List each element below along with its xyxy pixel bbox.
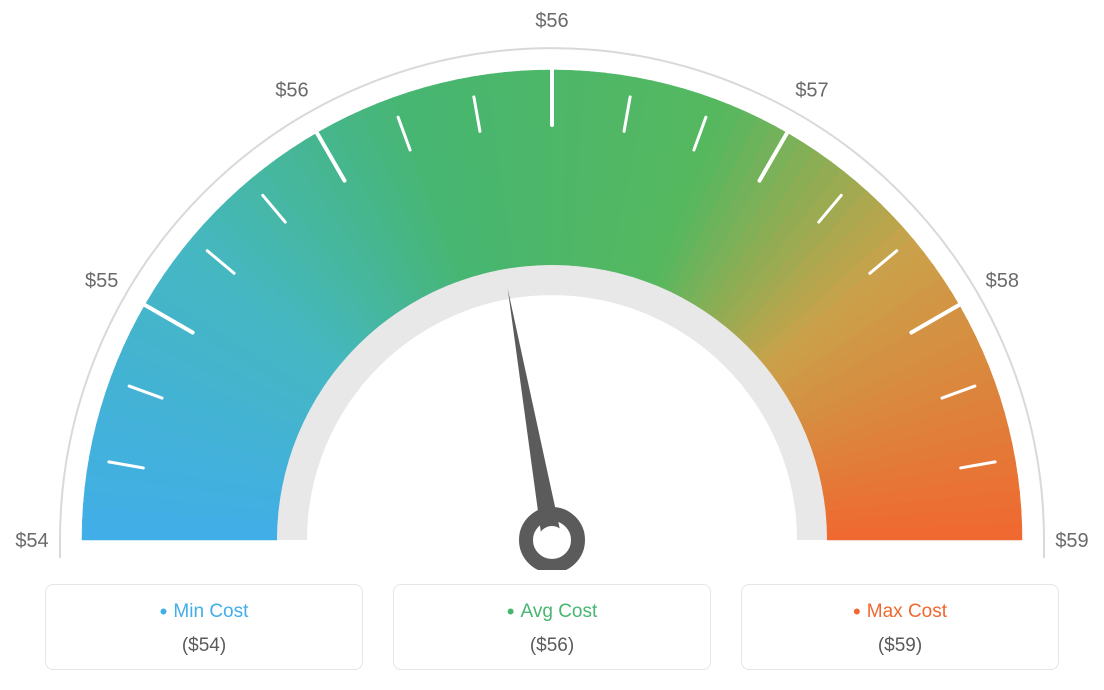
legend-min-label: Min Cost [56,599,352,625]
legend-max-value: ($59) [752,635,1048,657]
legend-max-label: Max Cost [752,599,1048,625]
gauge-chart: $54 $55 $56 $56 $57 $58 $59 [0,0,1104,570]
legend-min-value: ($54) [56,635,352,657]
gauge-tick-label: $57 [795,80,828,102]
gauge-color-arc [82,70,1022,540]
gauge-needle [508,289,562,542]
gauge-tick-label: $54 [15,530,48,552]
gauge-tick-label: $55 [85,270,118,292]
gauge-tick-label: $59 [1055,530,1088,552]
gauge-tick-label: $56 [275,80,308,102]
legend-max-card: Max Cost ($59) [741,584,1059,670]
legend-avg-value: ($56) [404,635,700,657]
gauge-tick-label: $56 [535,10,568,32]
legend-row: Min Cost ($54) Avg Cost ($56) Max Cost (… [0,584,1104,670]
legend-avg-card: Avg Cost ($56) [393,584,711,670]
legend-avg-label: Avg Cost [404,599,700,625]
legend-min-card: Min Cost ($54) [45,584,363,670]
gauge-tick-label: $58 [986,270,1019,292]
cost-gauge-widget: $54 $55 $56 $56 $57 $58 $59 Min Cost ($54) Avg… [0,0,1104,690]
